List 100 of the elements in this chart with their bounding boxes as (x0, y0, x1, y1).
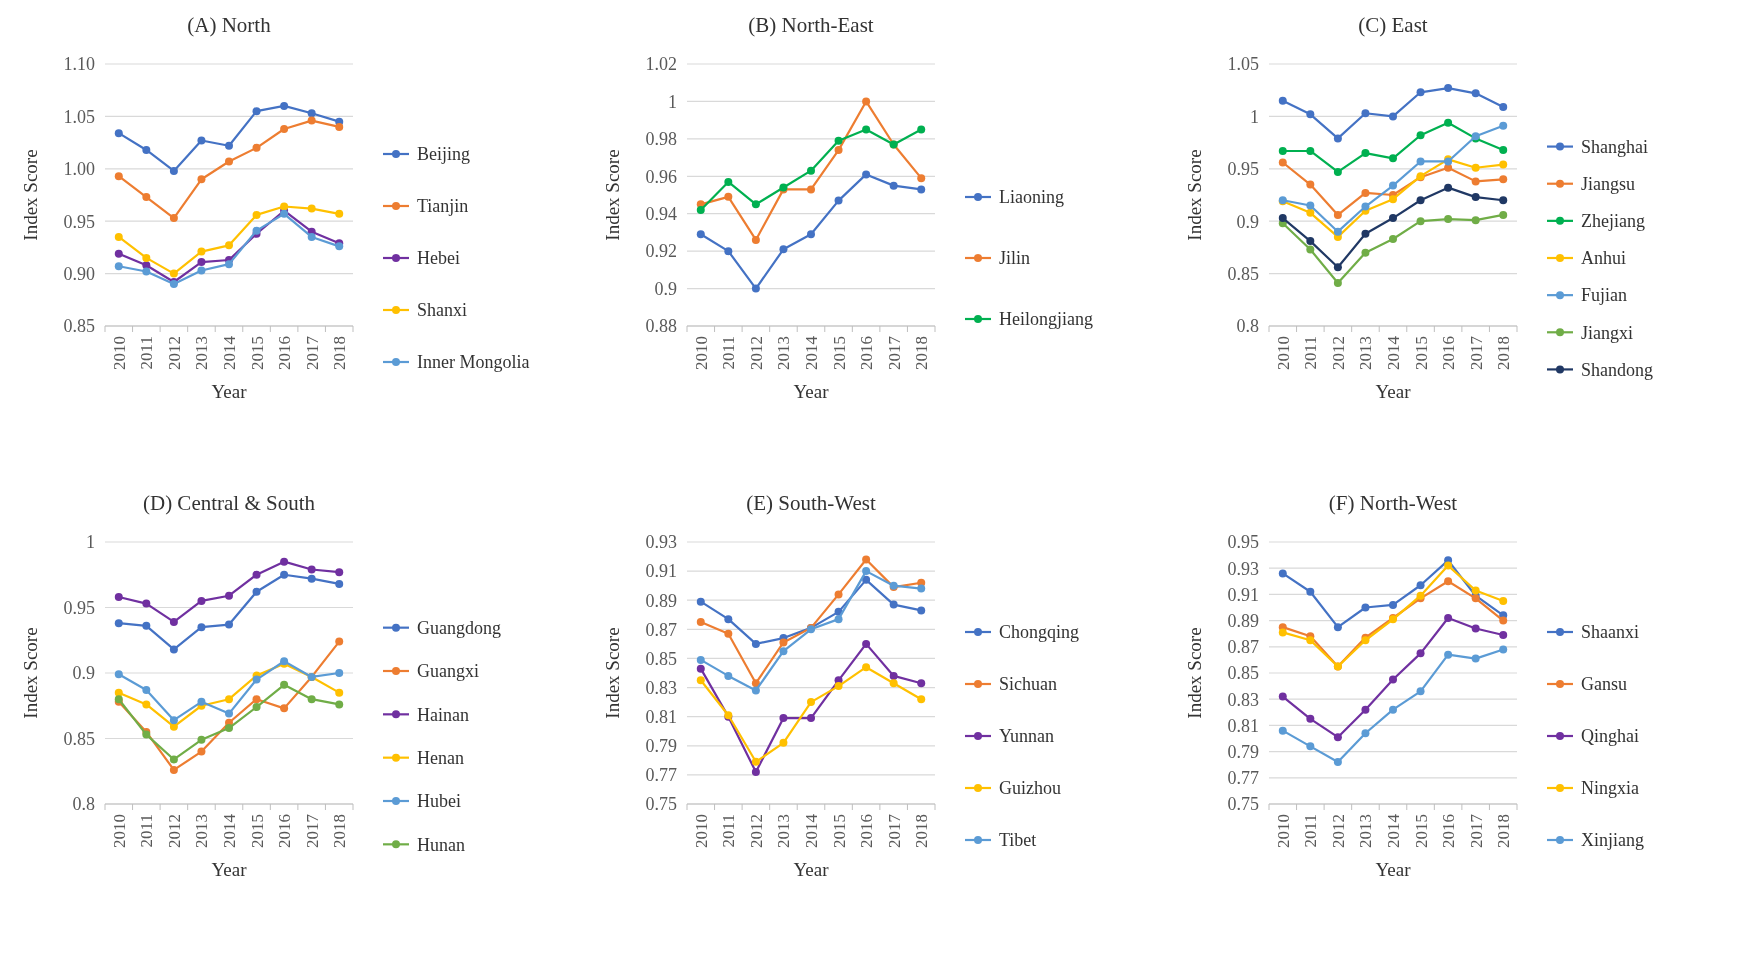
x-tick-label: 2013 (774, 336, 794, 370)
point (1444, 84, 1453, 93)
point (696, 205, 705, 214)
x-tick-label: 2010 (1273, 814, 1293, 848)
x-axis-title: Year (793, 859, 830, 880)
point (1333, 167, 1342, 176)
point (225, 141, 233, 150)
point (724, 177, 733, 186)
point (1499, 596, 1508, 605)
point (280, 680, 289, 689)
x-tick-label: 2018 (1494, 814, 1514, 848)
x-tick-label: 2012 (1328, 336, 1348, 370)
x-tick-label: 2018 (912, 336, 932, 370)
point (751, 235, 760, 244)
point (197, 747, 206, 756)
y-tick-label: 0.83 (645, 677, 677, 698)
point (1444, 215, 1453, 224)
x-tick-label: 2010 (691, 336, 711, 370)
y-tick-label: 0.8 (72, 794, 95, 815)
point (1361, 202, 1370, 211)
x-tick-label: 2017 (1466, 813, 1486, 848)
y-tick-label: 0.77 (645, 765, 677, 786)
point (862, 575, 871, 584)
x-tick-label: 2015 (829, 814, 849, 848)
y-axis-title: Index Score (1184, 149, 1205, 241)
y-tick-label: 0.98 (645, 129, 677, 150)
point (779, 647, 788, 656)
x-tick-label: 2012 (746, 336, 766, 370)
point (114, 619, 123, 628)
point (779, 245, 788, 254)
point (280, 101, 289, 110)
point (1389, 214, 1397, 223)
x-tick-label: 2013 (192, 336, 212, 370)
point (1278, 569, 1287, 578)
y-tick-label: 1.02 (645, 54, 677, 75)
x-tick-label: 2017 (1466, 335, 1486, 370)
point (696, 597, 705, 606)
point (142, 145, 151, 154)
point (1471, 216, 1480, 225)
legend-label: Fujian (1581, 285, 1628, 306)
point (225, 241, 233, 250)
y-tick-label: 0.75 (1227, 794, 1259, 815)
point (252, 107, 261, 116)
point (1444, 650, 1453, 659)
point (169, 214, 178, 223)
x-tick-label: 2016 (857, 336, 877, 370)
point (169, 755, 178, 764)
point (751, 284, 760, 293)
point (1416, 217, 1425, 226)
point (1444, 163, 1453, 172)
x-tick-label: 2017 (302, 335, 322, 370)
point (724, 629, 733, 638)
y-tick-label: 0.89 (1227, 610, 1259, 631)
y-tick-label: 0.77 (1227, 768, 1259, 789)
y-tick-label: 0.81 (645, 706, 677, 727)
point (252, 703, 261, 712)
y-tick-label: 0.95 (1227, 532, 1259, 553)
point (1333, 263, 1342, 272)
y-tick-label: 0.81 (1227, 715, 1259, 736)
point (197, 247, 206, 256)
y-tick-label: 0.88 (645, 316, 677, 337)
point (1333, 210, 1342, 219)
y-tick-label: 0.90 (63, 263, 95, 284)
point (252, 587, 261, 596)
point (1471, 624, 1480, 633)
y-tick-label: 0.85 (1227, 263, 1259, 284)
point (862, 555, 871, 564)
point (1361, 603, 1370, 612)
point (1444, 577, 1453, 586)
point (1471, 89, 1480, 98)
point (724, 615, 733, 624)
point (696, 655, 705, 664)
point (917, 125, 926, 134)
y-tick-label: 1.05 (1227, 54, 1259, 75)
point (197, 175, 206, 184)
x-tick-label: 2011 (137, 814, 157, 848)
point (114, 232, 123, 241)
x-tick-label: 2012 (164, 336, 184, 370)
point (807, 230, 815, 239)
point (1499, 631, 1508, 640)
point (169, 269, 178, 278)
y-tick-label: 0.95 (63, 211, 95, 232)
point (1444, 561, 1453, 570)
y-tick-label: 1 (86, 532, 95, 553)
point (169, 722, 178, 731)
point (889, 181, 898, 190)
x-tick-label: 2013 (192, 814, 212, 848)
point (834, 196, 843, 205)
chart-title: (A) North (187, 13, 272, 37)
x-tick-label: 2012 (746, 814, 766, 848)
point (335, 700, 344, 709)
y-tick-label: 0.79 (645, 736, 677, 757)
point (834, 136, 843, 145)
x-tick-label: 2015 (1411, 336, 1431, 370)
point (1416, 88, 1425, 97)
point (307, 116, 316, 125)
y-tick-label: 0.79 (1227, 741, 1259, 762)
y-tick-label: 0.87 (645, 619, 677, 640)
y-tick-label: 0.93 (645, 532, 677, 553)
point (114, 593, 123, 602)
